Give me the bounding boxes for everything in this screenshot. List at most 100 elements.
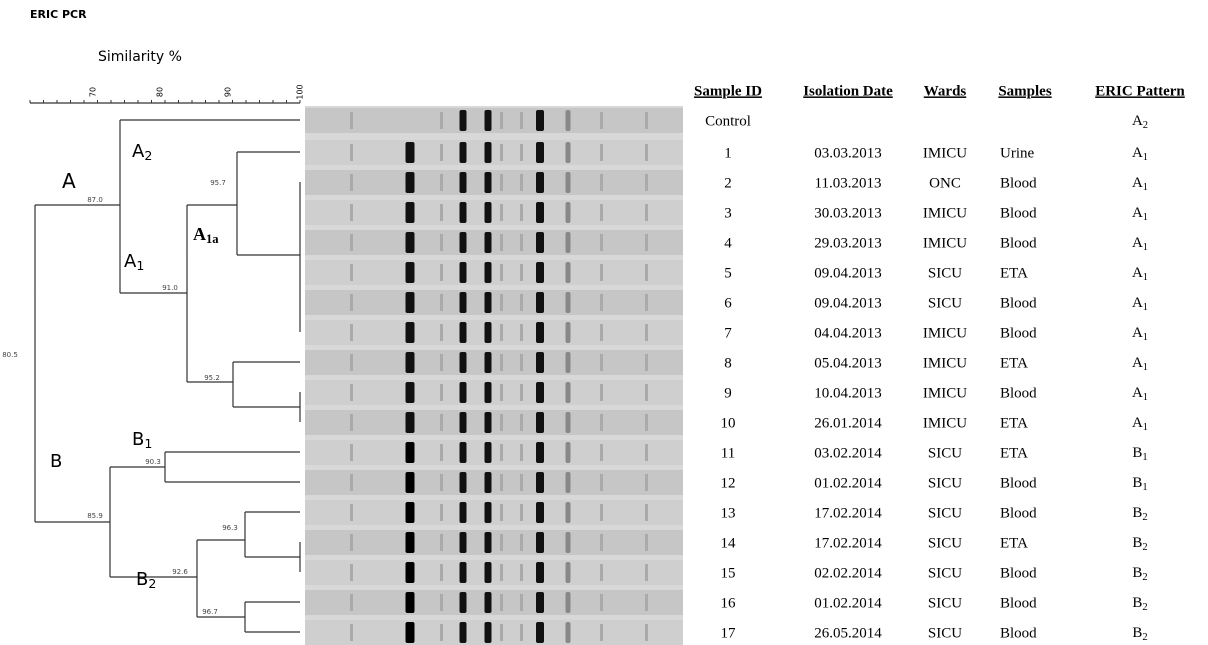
gel-faint-band bbox=[520, 534, 523, 551]
cell-date: 01.02.2014 bbox=[814, 595, 882, 611]
gel-band bbox=[459, 262, 467, 283]
gel-lane bbox=[305, 350, 683, 375]
label-main: A bbox=[1132, 205, 1143, 221]
gel-faint-band bbox=[520, 144, 523, 161]
cell-id: 6 bbox=[724, 295, 732, 311]
gel-band bbox=[536, 562, 544, 583]
gel-band bbox=[405, 262, 415, 283]
label-sub: 1 bbox=[144, 436, 152, 451]
gel-faint-band bbox=[440, 624, 443, 641]
cell-date: 05.04.2013 bbox=[814, 355, 882, 371]
gel-faint-band bbox=[350, 474, 353, 491]
gel-band bbox=[565, 292, 571, 313]
cell-ward: SICU bbox=[928, 445, 962, 461]
gel-band bbox=[536, 532, 544, 553]
gel-band bbox=[459, 622, 467, 643]
gel-band bbox=[459, 592, 467, 613]
gel-band bbox=[565, 110, 571, 131]
cell-sample: ETA bbox=[1000, 415, 1028, 431]
gel-faint-band bbox=[500, 112, 503, 129]
gel-faint-band bbox=[500, 444, 503, 461]
gel-band bbox=[565, 592, 571, 613]
cell-sample: Urine bbox=[1000, 145, 1034, 161]
gel-faint-band bbox=[440, 414, 443, 431]
label-main: A bbox=[1132, 113, 1143, 129]
cell-id: 12 bbox=[721, 475, 736, 491]
gel-faint-band bbox=[645, 504, 648, 521]
gel-band bbox=[536, 262, 544, 283]
gel-faint-band bbox=[440, 174, 443, 191]
cell-sample: ETA bbox=[1000, 445, 1028, 461]
gel-faint-band bbox=[520, 414, 523, 431]
figure-title: ERIC PCR bbox=[30, 8, 87, 21]
gel-band bbox=[565, 142, 571, 163]
cell-ward: SICU bbox=[928, 535, 962, 551]
gel-faint-band bbox=[600, 594, 603, 611]
gel-band bbox=[484, 532, 492, 553]
label-main: B bbox=[1132, 625, 1142, 641]
gel-faint-band bbox=[600, 144, 603, 161]
cell-date: 29.03.2013 bbox=[814, 235, 882, 251]
gel-band bbox=[536, 382, 544, 403]
gel-faint-band bbox=[645, 144, 648, 161]
gel-faint-band bbox=[350, 294, 353, 311]
label: A1 bbox=[1132, 145, 1148, 163]
gel-band bbox=[536, 622, 544, 643]
label-main: B bbox=[1132, 535, 1142, 551]
gel-faint-band bbox=[440, 444, 443, 461]
cell-ward: ONC bbox=[929, 175, 961, 191]
cell-id: 8 bbox=[724, 355, 732, 371]
label: B2 bbox=[136, 569, 156, 591]
label: B1 bbox=[1132, 445, 1147, 463]
label-main: B bbox=[1132, 505, 1142, 521]
gel-band bbox=[484, 202, 492, 223]
gel-band bbox=[459, 382, 467, 403]
node-value: 95.7 bbox=[210, 179, 226, 187]
gel-band bbox=[536, 592, 544, 613]
gel-faint-band bbox=[350, 564, 353, 581]
gel-band bbox=[484, 412, 492, 433]
label-main: B bbox=[1132, 565, 1142, 581]
gel-band bbox=[459, 110, 467, 131]
label: A1 bbox=[1132, 385, 1148, 403]
gel-image bbox=[305, 106, 683, 645]
gel-lane bbox=[305, 230, 683, 255]
gel-band bbox=[405, 532, 415, 553]
gel-faint-band bbox=[520, 474, 523, 491]
cell-id: 16 bbox=[721, 595, 737, 611]
cell-date: 11.03.2013 bbox=[815, 175, 882, 191]
gel-faint-band bbox=[520, 112, 523, 129]
gel-faint-band bbox=[600, 234, 603, 251]
gel-faint-band bbox=[645, 174, 648, 191]
label: A1 bbox=[1132, 295, 1148, 313]
gel-faint-band bbox=[645, 624, 648, 641]
gel-band bbox=[459, 502, 467, 523]
gel-band bbox=[536, 292, 544, 313]
gel-faint-band bbox=[520, 594, 523, 611]
cell-id: 15 bbox=[721, 565, 736, 581]
gel-band bbox=[565, 262, 571, 283]
gel-faint-band bbox=[600, 204, 603, 221]
cell-date: 03.03.2013 bbox=[814, 145, 882, 161]
label: A1 bbox=[1132, 265, 1148, 283]
gel-faint-band bbox=[600, 534, 603, 551]
gel-faint-band bbox=[500, 204, 503, 221]
gel-faint-band bbox=[600, 354, 603, 371]
gel-band bbox=[536, 232, 544, 253]
gel-band bbox=[405, 232, 415, 253]
gel-faint-band bbox=[350, 624, 353, 641]
label-main: A bbox=[62, 169, 76, 193]
gel-faint-band bbox=[520, 384, 523, 401]
gel-faint-band bbox=[645, 204, 648, 221]
gel-faint-band bbox=[350, 384, 353, 401]
gel-band bbox=[565, 382, 571, 403]
axis-label: Similarity % bbox=[98, 49, 182, 65]
gel-faint-band bbox=[440, 294, 443, 311]
gel-faint-band bbox=[600, 112, 603, 129]
gel-faint-band bbox=[645, 294, 648, 311]
cell-sample: Blood bbox=[1000, 235, 1037, 251]
cell-id: 2 bbox=[724, 175, 732, 191]
gel-band bbox=[459, 322, 467, 343]
cell-sample: Blood bbox=[1000, 475, 1037, 491]
gel-faint-band bbox=[645, 234, 648, 251]
